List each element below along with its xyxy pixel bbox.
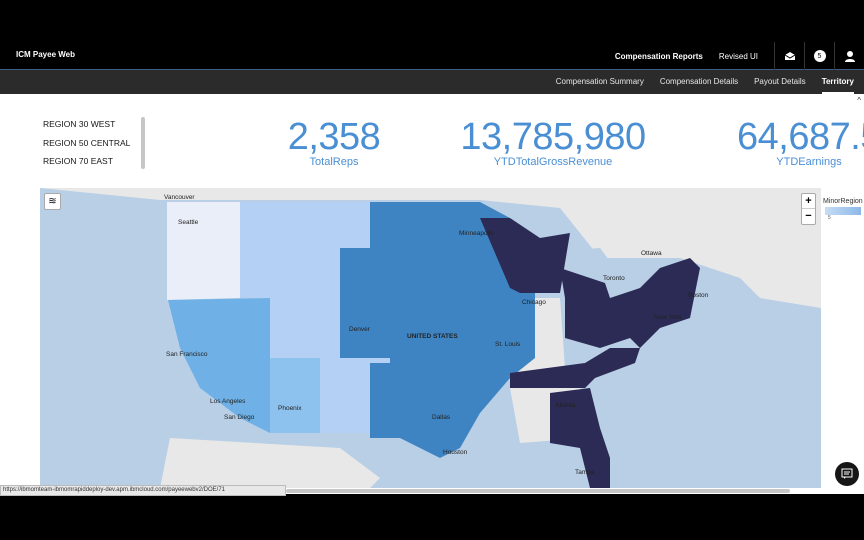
region-washington[interactable] bbox=[167, 202, 240, 300]
city-label: Toronto bbox=[603, 275, 625, 282]
city-label: San Diego bbox=[224, 414, 255, 421]
app-title[interactable]: ICM Payee Web bbox=[16, 50, 75, 59]
country-label: UNITED STATES bbox=[407, 333, 458, 340]
region-mountain-north[interactable] bbox=[240, 202, 370, 358]
region-item-50-central[interactable]: REGION 50 CENTRAL bbox=[43, 137, 131, 148]
zoom-controls: + − bbox=[801, 193, 816, 225]
main-content: ^ REGION 30 WEST REGION 50 CENTRAL REGIO… bbox=[0, 94, 864, 494]
letterbox-top bbox=[0, 0, 864, 42]
tab-payout-details[interactable]: Payout Details bbox=[754, 77, 806, 86]
kpi-ytd-revenue: 13,785,980 YTDTotalGrossRevenue bbox=[450, 118, 656, 168]
city-label: Phoenix bbox=[278, 405, 302, 412]
horizontal-scrollbar[interactable] bbox=[286, 489, 790, 493]
top-header: ICM Payee Web Compensation Reports Revis… bbox=[0, 42, 864, 70]
legend-min-value: 5 bbox=[828, 215, 831, 221]
revised-ui-link[interactable]: Revised UI bbox=[718, 51, 758, 61]
notifications-button[interactable]: 5 bbox=[804, 42, 834, 70]
kpi-ytd-revenue-value: 13,785,980 bbox=[460, 116, 646, 158]
canada-region bbox=[40, 188, 821, 308]
zoom-in-button[interactable]: + bbox=[802, 194, 815, 209]
region-central[interactable] bbox=[340, 202, 535, 458]
city-label: New York bbox=[654, 314, 682, 321]
user-profile-icon[interactable] bbox=[834, 42, 864, 70]
kpi-total-reps-label: TotalReps bbox=[309, 156, 359, 168]
territory-map[interactable]: ≋ + − Vancouver Seattle Minneapolis Otta… bbox=[40, 188, 821, 488]
city-label: Seattle bbox=[178, 219, 199, 226]
legend-color-bar bbox=[825, 207, 861, 215]
city-label: Dallas bbox=[432, 414, 451, 421]
compensation-reports-link[interactable]: Compensation Reports bbox=[614, 51, 703, 61]
status-url-bar: https://ibmomteam-ibmomrapiddeploy-dev.a… bbox=[0, 485, 286, 496]
map-layers-icon[interactable]: ≋ bbox=[44, 193, 61, 210]
city-label: Denver bbox=[349, 326, 370, 333]
kpi-ytd-earnings: 64,687.5 YTDEarnings bbox=[724, 118, 864, 168]
tab-compensation-details[interactable]: Compensation Details bbox=[659, 77, 739, 86]
city-label: Los Angeles bbox=[210, 398, 246, 405]
kpi-total-reps: 2,358 TotalReps bbox=[270, 118, 398, 168]
notification-count: 5 bbox=[813, 50, 826, 62]
city-label: Tampa bbox=[575, 469, 595, 476]
region-northeast[interactable] bbox=[560, 258, 700, 348]
region-list-scrollbar[interactable] bbox=[141, 117, 145, 169]
kpi-total-reps-value: 2,358 bbox=[287, 116, 381, 158]
map-legend: MinorRegion 5 bbox=[821, 196, 864, 236]
map-shapes bbox=[40, 188, 821, 488]
mexico-region bbox=[160, 438, 380, 488]
city-label: Vancouver bbox=[164, 194, 195, 201]
city-label: Boston bbox=[688, 292, 709, 299]
region-list: REGION 30 WEST REGION 50 CENTRAL REGION … bbox=[43, 119, 130, 175]
kpi-ytd-revenue-label: YTDTotalGrossRevenue bbox=[493, 156, 613, 168]
city-label: St. Louis bbox=[495, 341, 521, 348]
chat-icon[interactable] bbox=[835, 462, 859, 486]
kpi-ytd-earnings-label: YTDEarnings bbox=[776, 156, 842, 168]
region-item-70-east[interactable]: REGION 70 EAST bbox=[43, 156, 113, 166]
city-label: Ottawa bbox=[641, 250, 662, 257]
legend-title: MinorRegion bbox=[823, 198, 863, 205]
city-label: Minneapolis bbox=[459, 230, 494, 237]
region-georgia-florida[interactable] bbox=[550, 388, 610, 488]
zoom-out-button[interactable]: − bbox=[805, 210, 812, 222]
sub-navigation: Compensation Summary Compensation Detail… bbox=[0, 70, 864, 94]
tab-compensation-summary[interactable]: Compensation Summary bbox=[555, 77, 644, 86]
city-label: Chicago bbox=[522, 299, 546, 306]
city-label: Houston bbox=[443, 449, 468, 456]
region-arizona[interactable] bbox=[270, 358, 320, 433]
city-label: Atlanta bbox=[555, 402, 576, 409]
tab-territory[interactable]: Territory bbox=[821, 70, 854, 94]
city-label: San Francisco bbox=[166, 351, 208, 358]
kpi-ytd-earnings-value: 64,687.5 bbox=[737, 116, 864, 158]
region-great-lakes-east[interactable] bbox=[480, 218, 570, 293]
region-tennessee-virginia[interactable] bbox=[510, 348, 640, 388]
letterbox-bottom bbox=[0, 496, 864, 540]
region-item-30-west[interactable]: REGION 30 WEST bbox=[43, 119, 116, 129]
scroll-up-arrow-icon[interactable]: ^ bbox=[857, 96, 861, 105]
inbox-icon[interactable] bbox=[774, 42, 804, 70]
